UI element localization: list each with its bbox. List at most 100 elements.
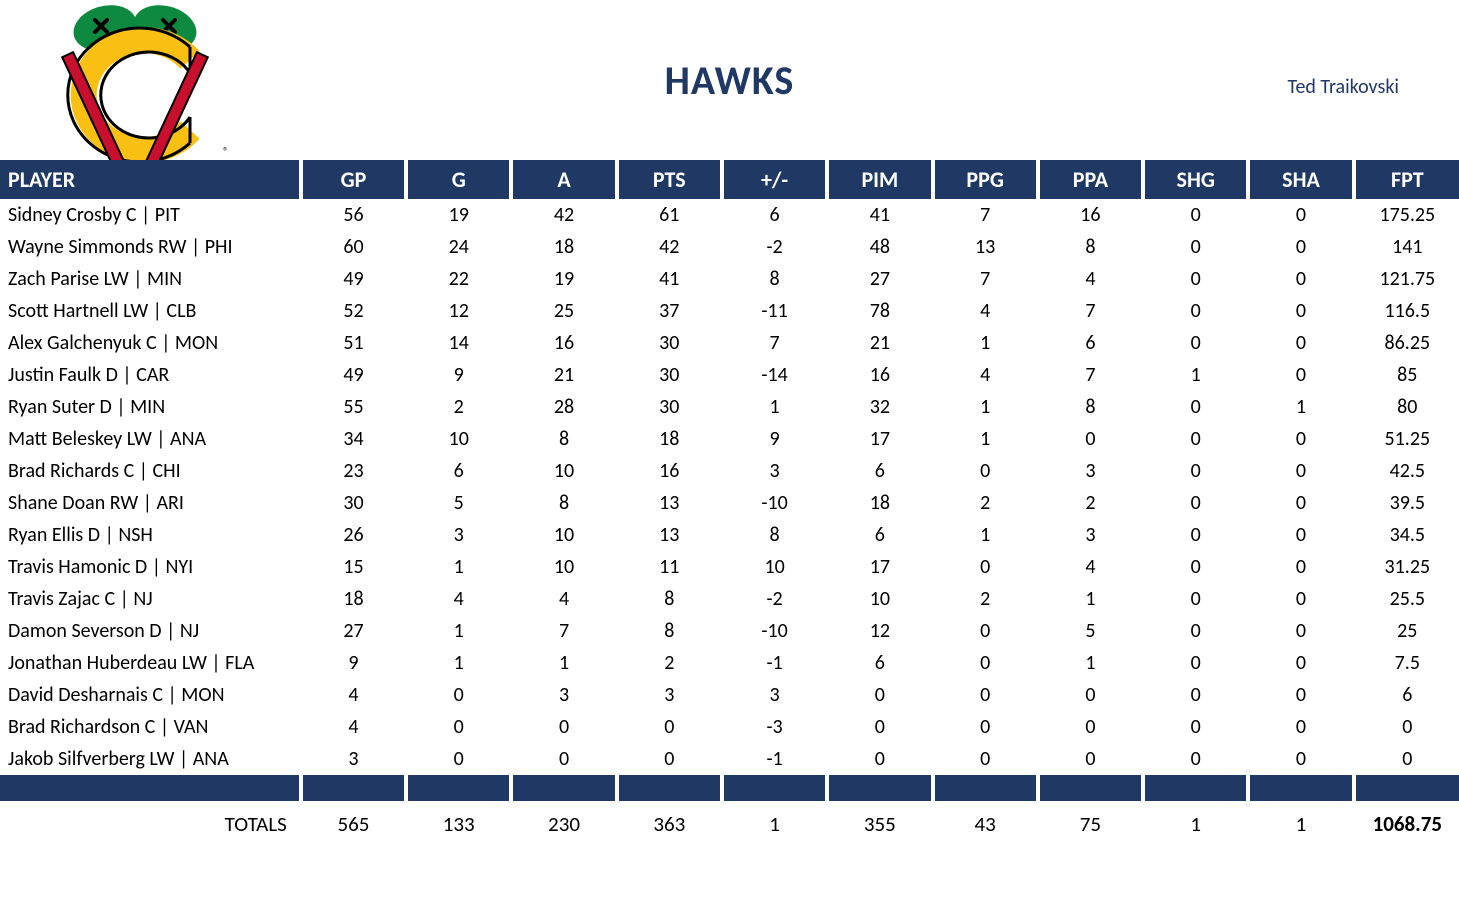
stat-cell: 13 <box>933 231 1038 263</box>
stat-cell: 60 <box>301 231 406 263</box>
player-cell: Damon Severson D | NJ <box>0 615 301 647</box>
stat-cell: 0 <box>1143 743 1248 775</box>
stat-cell: 0 <box>1143 583 1248 615</box>
stat-cell: 4 <box>511 583 616 615</box>
stat-cell: 78 <box>827 295 932 327</box>
separator-cell <box>722 775 827 801</box>
player-cell: Travis Hamonic D | NYI <box>0 551 301 583</box>
totals-cell: 1 <box>1248 801 1353 841</box>
stat-cell: 41 <box>617 263 722 295</box>
separator-cell <box>827 775 932 801</box>
stat-cell: 10 <box>406 423 511 455</box>
stat-cell: 0 <box>1248 359 1353 391</box>
separator-cell <box>1038 775 1143 801</box>
stat-cell: 12 <box>406 295 511 327</box>
page-container: ® HAWKS Ted Traikovski PLAYER GP G A PTS… <box>0 0 1459 841</box>
separator-cell <box>301 775 406 801</box>
stats-table: PLAYER GP G A PTS +/- PIM PPG PPA SHG SH… <box>0 160 1459 841</box>
stat-cell: 28 <box>511 391 616 423</box>
stat-cell: 16 <box>827 359 932 391</box>
stat-cell: 2 <box>1038 487 1143 519</box>
stat-cell: 4 <box>406 583 511 615</box>
table-row: Alex Galchenyuk C | MON51141630721160086… <box>0 327 1459 359</box>
col-gp: GP <box>301 160 406 199</box>
header-row: PLAYER GP G A PTS +/- PIM PPG PPA SHG SH… <box>0 160 1459 199</box>
player-cell: David Desharnais C | MON <box>0 679 301 711</box>
stat-cell: 0 <box>1038 743 1143 775</box>
col-pim: PIM <box>827 160 932 199</box>
stat-cell: -10 <box>722 615 827 647</box>
stat-cell: 1 <box>1248 391 1353 423</box>
col-plusminus: +/- <box>722 160 827 199</box>
separator-cell <box>406 775 511 801</box>
stat-cell: 30 <box>617 359 722 391</box>
stat-cell: 6 <box>827 647 932 679</box>
totals-cell: 75 <box>1038 801 1143 841</box>
stat-cell: 49 <box>301 263 406 295</box>
stat-cell: 37 <box>617 295 722 327</box>
separator-cell <box>1354 775 1459 801</box>
stat-cell: 7 <box>933 199 1038 231</box>
stat-cell: 52 <box>301 295 406 327</box>
stat-cell: 1 <box>722 391 827 423</box>
col-player: PLAYER <box>0 160 301 199</box>
stat-cell: 55 <box>301 391 406 423</box>
stat-cell: 9 <box>301 647 406 679</box>
stat-cell: 8 <box>1038 231 1143 263</box>
totals-cell: 363 <box>617 801 722 841</box>
stat-cell: 3 <box>617 679 722 711</box>
stat-cell: 56 <box>301 199 406 231</box>
stat-cell: 0 <box>511 711 616 743</box>
stat-cell: 22 <box>406 263 511 295</box>
player-cell: Jakob Silfverberg LW | ANA <box>0 743 301 775</box>
stat-cell: 3 <box>1038 455 1143 487</box>
col-g: G <box>406 160 511 199</box>
stat-cell: 9 <box>406 359 511 391</box>
totals-cell: 1 <box>1143 801 1248 841</box>
separator-cell <box>511 775 616 801</box>
stat-cell: 0 <box>1143 327 1248 359</box>
stat-cell: -11 <box>722 295 827 327</box>
stat-cell: 12 <box>827 615 932 647</box>
stat-cell: 1 <box>933 519 1038 551</box>
manager-name: Ted Traikovski <box>1287 75 1399 99</box>
stat-cell: 3 <box>722 679 827 711</box>
team-logo: ® <box>35 0 235 160</box>
stat-cell: 0 <box>1248 679 1353 711</box>
stat-cell: 0 <box>406 743 511 775</box>
table-row: Ryan Ellis D | NSH263101386130034.5 <box>0 519 1459 551</box>
stat-cell: 141 <box>1354 231 1459 263</box>
stat-cell: 1 <box>933 327 1038 359</box>
stat-cell: 0 <box>1248 615 1353 647</box>
totals-cell: 133 <box>406 801 511 841</box>
totals-cell: 1 <box>722 801 827 841</box>
stat-cell: 0 <box>1248 743 1353 775</box>
stat-cell: 0 <box>827 743 932 775</box>
stat-cell: 10 <box>511 455 616 487</box>
stat-cell: 0 <box>933 551 1038 583</box>
table-row: Wayne Simmonds RW | PHI60241842-24813800… <box>0 231 1459 263</box>
stat-cell: 0 <box>617 743 722 775</box>
stat-cell: 21 <box>511 359 616 391</box>
player-cell: Wayne Simmonds RW | PHI <box>0 231 301 263</box>
stat-cell: 6 <box>1038 327 1143 359</box>
stat-cell: 27 <box>827 263 932 295</box>
stat-cell: 3 <box>1038 519 1143 551</box>
stat-cell: 2 <box>933 583 1038 615</box>
table-row: David Desharnais C | MON40333000006 <box>0 679 1459 711</box>
player-cell: Justin Faulk D | CAR <box>0 359 301 391</box>
player-cell: Brad Richardson C | VAN <box>0 711 301 743</box>
stat-cell: 13 <box>617 519 722 551</box>
separator-cell <box>617 775 722 801</box>
stat-cell: 0 <box>1143 647 1248 679</box>
stat-cell: 7 <box>1038 359 1143 391</box>
stat-cell: 10 <box>827 583 932 615</box>
stat-cell: 10 <box>511 551 616 583</box>
stat-cell: 0 <box>1248 519 1353 551</box>
stat-cell: 2 <box>406 391 511 423</box>
stat-cell: 17 <box>827 423 932 455</box>
stat-cell: 0 <box>1143 423 1248 455</box>
stat-cell: 1 <box>511 647 616 679</box>
stat-cell: 0 <box>1248 423 1353 455</box>
stat-cell: 32 <box>827 391 932 423</box>
